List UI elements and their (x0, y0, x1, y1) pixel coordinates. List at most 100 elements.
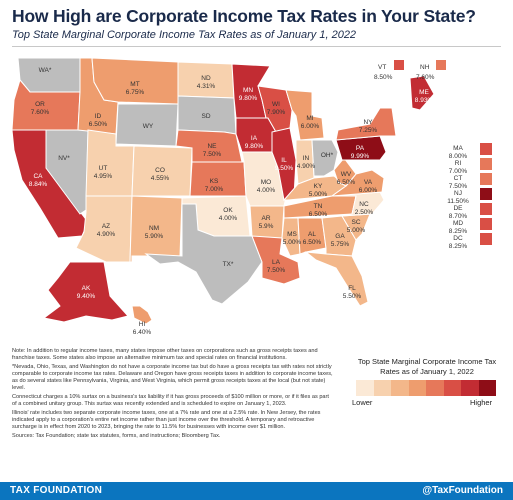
state-label-ar: AR (261, 215, 270, 222)
note-paragraph: Connecticut charges a 10% surtax on a bu… (12, 394, 329, 407)
us-map: WA*OR7.60%CA8.84%NV*ID6.50%MT6.75%WYUT4.… (11, 57, 492, 336)
state-label-or: OR (35, 101, 45, 108)
state-value-mi: 6.00% (301, 123, 320, 130)
state-label-mt: MT (130, 81, 139, 88)
state-value-ks: 7.00% (205, 186, 224, 193)
state-label-co: CO (155, 167, 165, 174)
state-value-pa: 9.99% (351, 153, 370, 160)
side-value-de: 8.70% (449, 213, 468, 220)
legend-swatch (443, 380, 461, 396)
state-in (295, 139, 315, 185)
side-swatch-nj (480, 188, 492, 200)
state-value-az: 4.90% (97, 231, 116, 238)
side-label-de: DE (453, 205, 463, 212)
state-label-al: AL (308, 231, 316, 238)
state-value-wi: 7.90% (267, 109, 286, 116)
state-label-pa: PA (356, 145, 365, 152)
state-hi (131, 305, 153, 325)
note-paragraph: Illinois' rate includes two separate cor… (12, 410, 321, 430)
state-label-ia: IA (251, 135, 258, 142)
side-label-ma: MA (453, 145, 463, 152)
state-label-tx: TX* (223, 261, 234, 268)
state-label-nm: NM (149, 225, 159, 232)
side-value-dc: 8.25% (449, 243, 468, 250)
state-value-ar: 5.9% (259, 223, 274, 230)
side-value-ct: 7.50% (449, 183, 468, 190)
state-value-fl: 5.50% (343, 293, 362, 300)
state-value-nd: 4.31% (197, 83, 216, 90)
legend-swatch (461, 380, 479, 396)
state-label-ny: NY (363, 119, 373, 126)
state-value-sc: 5.00% (347, 227, 366, 234)
box-label-vt: VT (378, 64, 386, 71)
state-label-hi: HI (139, 321, 146, 328)
state-label-nc: NC (359, 201, 369, 208)
state-label-la: LA (272, 259, 281, 266)
side-value-nj: 11.50% (447, 198, 469, 205)
state-label-ok: OK (223, 207, 233, 214)
state-ms (281, 217, 301, 257)
state-label-oh: OH* (321, 152, 334, 159)
state-value-in: 4.90% (297, 163, 316, 170)
notes-block: Note: In addition to regular income taxe… (12, 348, 334, 442)
box-swatch-vt (394, 60, 404, 70)
state-value-tn: 6.50% (309, 211, 328, 218)
side-value-ma: 8.00% (449, 153, 468, 160)
side-label-md: MD (453, 220, 463, 227)
note-paragraph: Note: In addition to regular income taxe… (12, 348, 318, 361)
state-label-sc: SC (351, 219, 360, 226)
state-ak (42, 261, 129, 323)
state-label-me: ME (419, 89, 429, 96)
state-label-ks: KS (210, 178, 219, 185)
state-label-mn: MN (243, 87, 253, 94)
page-subtitle: Top State Marginal Corporate Income Tax … (12, 29, 357, 41)
state-label-ms: MS (287, 231, 297, 238)
state-nc (331, 191, 385, 217)
legend-high-label: Higher (470, 398, 493, 407)
state-label-id: ID (95, 113, 102, 120)
side-label-nj: NJ (454, 190, 462, 197)
box-swatch-nh (436, 60, 446, 70)
state-value-il: 9.50% (275, 165, 294, 172)
side-swatch-ri (480, 158, 492, 170)
state-tx (144, 203, 263, 305)
legend-swatch (391, 380, 409, 396)
state-value-me: 8.93% (415, 97, 434, 104)
state-wa (17, 57, 81, 93)
state-me (409, 75, 435, 111)
side-swatch-dc (480, 233, 492, 245)
side-swatch-md (480, 218, 492, 230)
state-label-ak: AK (82, 285, 91, 292)
footer-handle[interactable]: @TaxFoundation (422, 485, 503, 496)
state-value-ky: 5.00% (309, 191, 328, 198)
state-value-ca: 8.84% (29, 181, 48, 188)
state-label-wi: WI (272, 101, 280, 108)
box-label-nh: NH (420, 64, 430, 71)
header-divider (12, 46, 501, 47)
state-label-ne: NE (207, 143, 217, 150)
state-value-nc: 2.50% (355, 209, 374, 216)
state-label-ca: CA (33, 173, 43, 180)
state-value-nm: 5.90% (145, 233, 164, 240)
state-value-wv: 6.50% (337, 179, 356, 186)
side-value-md: 8.25% (449, 228, 468, 235)
side-swatch-ct (480, 173, 492, 185)
state-label-az: AZ (102, 223, 110, 230)
state-label-wy: WY (143, 123, 154, 130)
footer-brand: TAX FOUNDATION (10, 485, 103, 496)
legend-low-label: Lower (352, 398, 373, 407)
state-value-ok: 4.00% (219, 215, 238, 222)
state-label-mo: MO (261, 179, 271, 186)
box-value-nh: 7.60% (416, 74, 435, 81)
state-label-wv: WV (341, 171, 352, 178)
state-value-al: 6.50% (303, 239, 322, 246)
state-label-ky: KY (314, 183, 323, 190)
side-swatch-de (480, 203, 492, 215)
state-value-ms: 5.00% (283, 239, 302, 246)
state-ny (335, 107, 397, 141)
state-value-mn: 9.80% (239, 95, 258, 102)
legend-swatch (478, 380, 496, 396)
state-value-hi: 6.40% (133, 329, 152, 336)
state-value-ak: 9.40% (77, 293, 96, 300)
state-label-nv: NV* (58, 155, 70, 162)
